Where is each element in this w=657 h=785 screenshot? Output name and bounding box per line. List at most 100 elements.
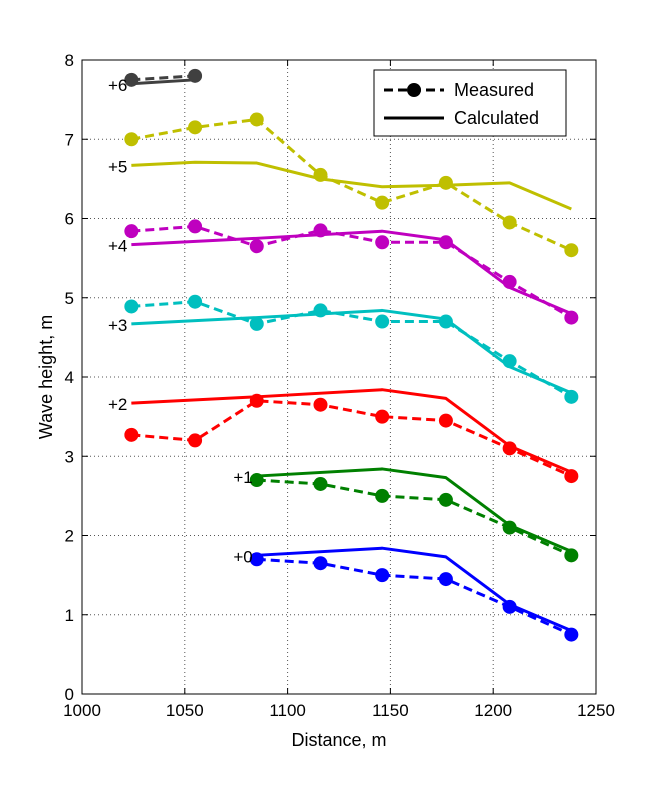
measured-point (313, 476, 328, 491)
measured-point (375, 568, 390, 583)
offset-label: +2 (108, 395, 127, 414)
series-group (124, 68, 203, 87)
grid (82, 60, 596, 694)
measured-point (249, 393, 264, 408)
measured-point (564, 548, 579, 563)
measured-point (438, 235, 453, 250)
series-group (124, 112, 579, 258)
ticks: 1000 1050 1100 1150 1200 1250 0 1 2 3 4 5 6 7 8 (63, 51, 615, 720)
measured-point (375, 195, 390, 210)
measured-point (375, 235, 390, 250)
measured-line (131, 300, 573, 399)
offset-label: +0 (233, 547, 252, 566)
measured-point (313, 556, 328, 571)
calculated-line (131, 388, 572, 474)
offset-label: +5 (108, 157, 127, 176)
measured-point (249, 473, 264, 488)
x-tick-label: 1000 (63, 701, 101, 720)
calculated-line (131, 308, 572, 395)
calculated-line (131, 78, 196, 86)
measured-line (131, 117, 572, 252)
x-tick-label: 1200 (474, 701, 512, 720)
measured-point (502, 274, 517, 289)
measured-point (124, 132, 139, 147)
measured-point (249, 239, 264, 254)
x-tick-label: 1150 (372, 701, 409, 720)
y-tick-label: 5 (65, 289, 74, 308)
calculated-line (256, 467, 572, 553)
measured-line (256, 557, 572, 636)
measured-point (249, 316, 264, 331)
offset-label: +6 (108, 76, 127, 95)
measured-point (188, 120, 203, 135)
offset-labels: +0 +1 +2 +3 +4 +5 +6 (108, 76, 253, 567)
series-group (124, 388, 579, 484)
measured-point (188, 219, 203, 234)
series-layer (124, 68, 579, 642)
measured-line (131, 224, 573, 319)
legend: Measured Calculated (373, 69, 567, 137)
measured-point (188, 294, 203, 309)
measured-point (124, 299, 139, 314)
measured-point (375, 488, 390, 503)
measured-point (502, 215, 517, 230)
offset-label: +1 (233, 468, 252, 487)
measured-point (564, 310, 579, 325)
measured-point (375, 409, 390, 424)
measured-point (313, 167, 328, 182)
measured-point (249, 112, 264, 127)
measured-point (502, 520, 517, 535)
measured-point (188, 68, 203, 83)
measured-point (249, 552, 264, 567)
y-tick-label: 6 (65, 210, 74, 229)
measured-point (313, 223, 328, 238)
y-tick-label: 7 (65, 130, 74, 149)
offset-label: +3 (108, 316, 127, 335)
measured-point (502, 441, 517, 456)
measured-point (564, 627, 579, 642)
y-tick-label: 0 (65, 685, 74, 704)
x-axis-label: Distance, m (291, 730, 386, 750)
calculated-line (131, 160, 572, 211)
measured-point (124, 224, 139, 239)
measured-point (502, 354, 517, 369)
y-tick-label: 1 (65, 606, 74, 625)
measured-point (564, 389, 579, 404)
y-tick-label: 8 (65, 51, 74, 70)
y-tick-label: 4 (65, 368, 74, 387)
measured-point (188, 433, 203, 448)
measured-point (124, 427, 139, 442)
y-tick-label: 2 (65, 527, 74, 546)
y-axis-label: Wave height, m (36, 315, 56, 439)
offset-label: +4 (108, 237, 127, 256)
measured-point (313, 303, 328, 318)
measured-point (313, 397, 328, 412)
series-group (124, 294, 579, 404)
y-tick-label: 3 (65, 447, 74, 466)
measured-point (124, 72, 139, 87)
x-tick-label: 1050 (166, 701, 204, 720)
series-group (124, 219, 579, 325)
measured-point (438, 572, 453, 587)
legend-measured-label: Measured (454, 80, 534, 100)
series-group (249, 467, 579, 563)
x-tick-label: 1250 (577, 701, 615, 720)
measured-point (564, 243, 579, 258)
legend-measured-marker (407, 83, 421, 97)
measured-line (131, 74, 196, 82)
series-group (249, 546, 579, 642)
measured-point (502, 599, 517, 614)
measured-point (375, 314, 390, 329)
measured-line (131, 399, 572, 478)
measured-point (438, 175, 453, 190)
measured-point (438, 492, 453, 507)
measured-line (256, 478, 572, 557)
measured-point (438, 314, 453, 329)
calculated-line (256, 546, 572, 632)
legend-calculated-label: Calculated (454, 108, 539, 128)
legend-box (373, 69, 567, 137)
x-tick-label: 1100 (269, 701, 306, 720)
measured-point (438, 413, 453, 428)
